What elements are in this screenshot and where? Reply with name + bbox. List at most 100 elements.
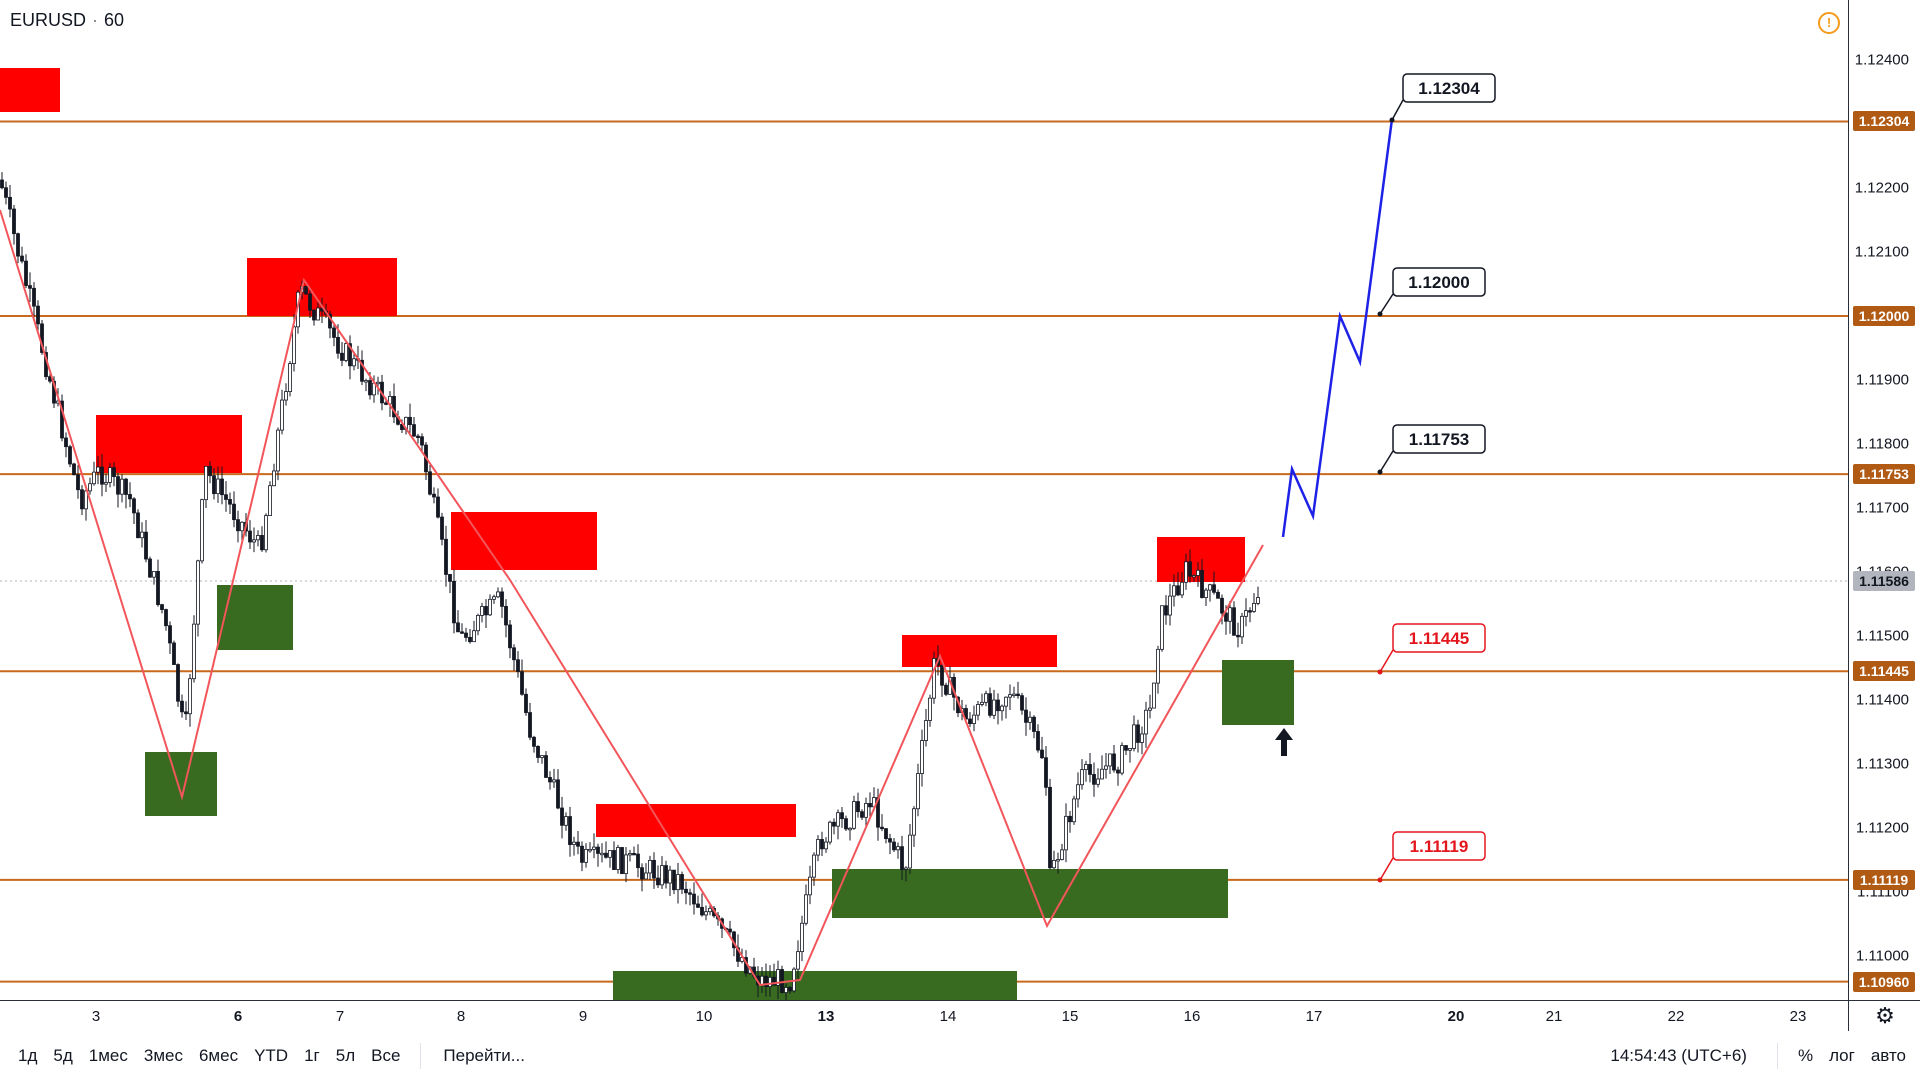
candle-body bbox=[784, 987, 788, 993]
range-button[interactable]: 5д bbox=[53, 1045, 73, 1065]
candle-body bbox=[1116, 769, 1120, 774]
price-level-label[interactable]: 1.11586 bbox=[1853, 570, 1915, 591]
candle-body bbox=[828, 821, 832, 843]
candle-body bbox=[8, 196, 12, 210]
candle-body bbox=[932, 658, 936, 699]
candle-body bbox=[216, 478, 220, 495]
price-level-label[interactable]: 1.11753 bbox=[1853, 464, 1915, 485]
candle-body bbox=[1112, 753, 1116, 771]
candle-body bbox=[1052, 859, 1056, 869]
support-zone bbox=[1222, 660, 1294, 725]
range-button[interactable]: 3мес bbox=[143, 1045, 183, 1065]
candle-body bbox=[1088, 764, 1092, 775]
range-button[interactable]: YTD bbox=[254, 1045, 289, 1065]
price-level-label[interactable]: 1.11119 bbox=[1853, 869, 1915, 890]
gear-icon[interactable]: ⚙ bbox=[1848, 1000, 1920, 1031]
candle-body bbox=[608, 850, 612, 858]
range-button[interactable]: 1г bbox=[304, 1045, 320, 1065]
candle-body bbox=[596, 846, 600, 854]
resistance-zone bbox=[902, 635, 1057, 667]
auto-toggle[interactable]: авто bbox=[1870, 1045, 1906, 1065]
candle-body bbox=[480, 606, 484, 616]
alert-icon[interactable]: ! bbox=[1818, 12, 1840, 34]
candle-body bbox=[700, 906, 704, 916]
candle-body bbox=[860, 811, 864, 818]
candle-body bbox=[1160, 605, 1164, 650]
bottom-toolbar: 1д 5д 1мес 3мес 6мес YTD 1г 5л Все Перейти... 14… bbox=[0, 1031, 1920, 1080]
candle-body bbox=[568, 816, 572, 845]
candle-body bbox=[416, 435, 420, 439]
candle-body bbox=[88, 483, 92, 492]
callout-label: 1.12304 bbox=[1418, 79, 1480, 98]
candle-body bbox=[212, 475, 216, 495]
time-label: 15 bbox=[1061, 1008, 1079, 1025]
price-level-label[interactable]: 1.10960 bbox=[1853, 971, 1915, 992]
toolbar-divider bbox=[1776, 1042, 1778, 1069]
candle-body bbox=[672, 869, 676, 891]
projection-line bbox=[1281, 118, 1394, 538]
candle-body bbox=[1024, 709, 1028, 723]
clock-display[interactable]: 14:54:43 (UTC+6) bbox=[1610, 1045, 1747, 1065]
chart-canvas[interactable]: 1.12304 1.12000 1.11753 1.11445 1.11119 bbox=[0, 0, 1848, 1000]
candle-body bbox=[1164, 605, 1168, 616]
candle-body bbox=[812, 854, 816, 878]
candle-body bbox=[1040, 749, 1044, 759]
candle-body bbox=[68, 446, 72, 465]
candle-body bbox=[704, 911, 708, 916]
time-label: 20 bbox=[1447, 1008, 1465, 1025]
candle-body bbox=[224, 494, 228, 500]
candle-body bbox=[360, 359, 364, 382]
range-button[interactable]: 1мес bbox=[88, 1045, 128, 1065]
candle-body bbox=[1192, 575, 1196, 578]
range-button[interactable]: Все bbox=[371, 1045, 401, 1065]
candle-body bbox=[652, 859, 656, 879]
chart-area[interactable]: 1.12304 1.12000 1.11753 1.11445 1.11119 EURU… bbox=[0, 0, 1848, 1000]
price-level-label[interactable]: 1.11445 bbox=[1853, 661, 1915, 682]
candle-body bbox=[1028, 716, 1032, 723]
zigzag-lines bbox=[0, 209, 1264, 987]
candle-body bbox=[892, 841, 896, 851]
callout-pointer bbox=[1379, 649, 1394, 673]
price-level-label[interactable]: 1.12304 bbox=[1853, 111, 1915, 132]
candle-body bbox=[516, 659, 520, 673]
candle-body bbox=[80, 489, 84, 510]
price-tick: 1.12400 bbox=[1854, 51, 1909, 69]
time-axis[interactable]: 3 6 7 8 9 10 13 14 15 16 17 20 21 22 23 bbox=[0, 1000, 1848, 1031]
candle-body bbox=[920, 740, 924, 774]
support-zone bbox=[217, 585, 293, 650]
time-label: 6 bbox=[233, 1008, 243, 1025]
support-zone bbox=[145, 752, 217, 816]
candle-body bbox=[260, 535, 264, 551]
candle-body bbox=[128, 494, 132, 500]
price-tick: 1.11700 bbox=[1855, 499, 1909, 517]
candle-body bbox=[336, 336, 340, 354]
price-axis[interactable]: 1.124001.123001.122001.121001.120001.119… bbox=[1848, 0, 1920, 1000]
goto-date-button[interactable]: Перейти... bbox=[443, 1045, 525, 1065]
range-button[interactable]: 1д bbox=[18, 1045, 38, 1065]
price-level-label[interactable]: 1.12000 bbox=[1853, 306, 1915, 326]
candle-body bbox=[528, 712, 532, 738]
log-toggle[interactable]: лог bbox=[1829, 1045, 1855, 1065]
candle-body bbox=[844, 818, 848, 830]
candle-body bbox=[308, 293, 312, 311]
candle-body bbox=[708, 907, 712, 913]
candle-body bbox=[576, 841, 580, 847]
candle-body bbox=[904, 867, 908, 870]
symbol-title[interactable]: EURUSD · 60 bbox=[10, 10, 124, 31]
candle-body bbox=[20, 255, 24, 262]
range-button[interactable]: 6мес bbox=[198, 1045, 239, 1065]
range-button[interactable]: 5л bbox=[335, 1045, 356, 1065]
candle-body bbox=[800, 922, 804, 953]
toolbar-divider bbox=[420, 1042, 422, 1069]
candle-body bbox=[1044, 757, 1048, 788]
percent-toggle[interactable]: % bbox=[1797, 1045, 1814, 1065]
resistance-zone bbox=[0, 68, 60, 112]
time-label: 13 bbox=[817, 1008, 835, 1025]
candle-body bbox=[1064, 815, 1068, 851]
candle-body bbox=[788, 987, 792, 992]
candle-body bbox=[280, 399, 284, 431]
candle-body bbox=[456, 622, 460, 633]
candle-body bbox=[72, 463, 76, 476]
candle-body bbox=[312, 309, 316, 321]
candle-body bbox=[584, 848, 588, 863]
